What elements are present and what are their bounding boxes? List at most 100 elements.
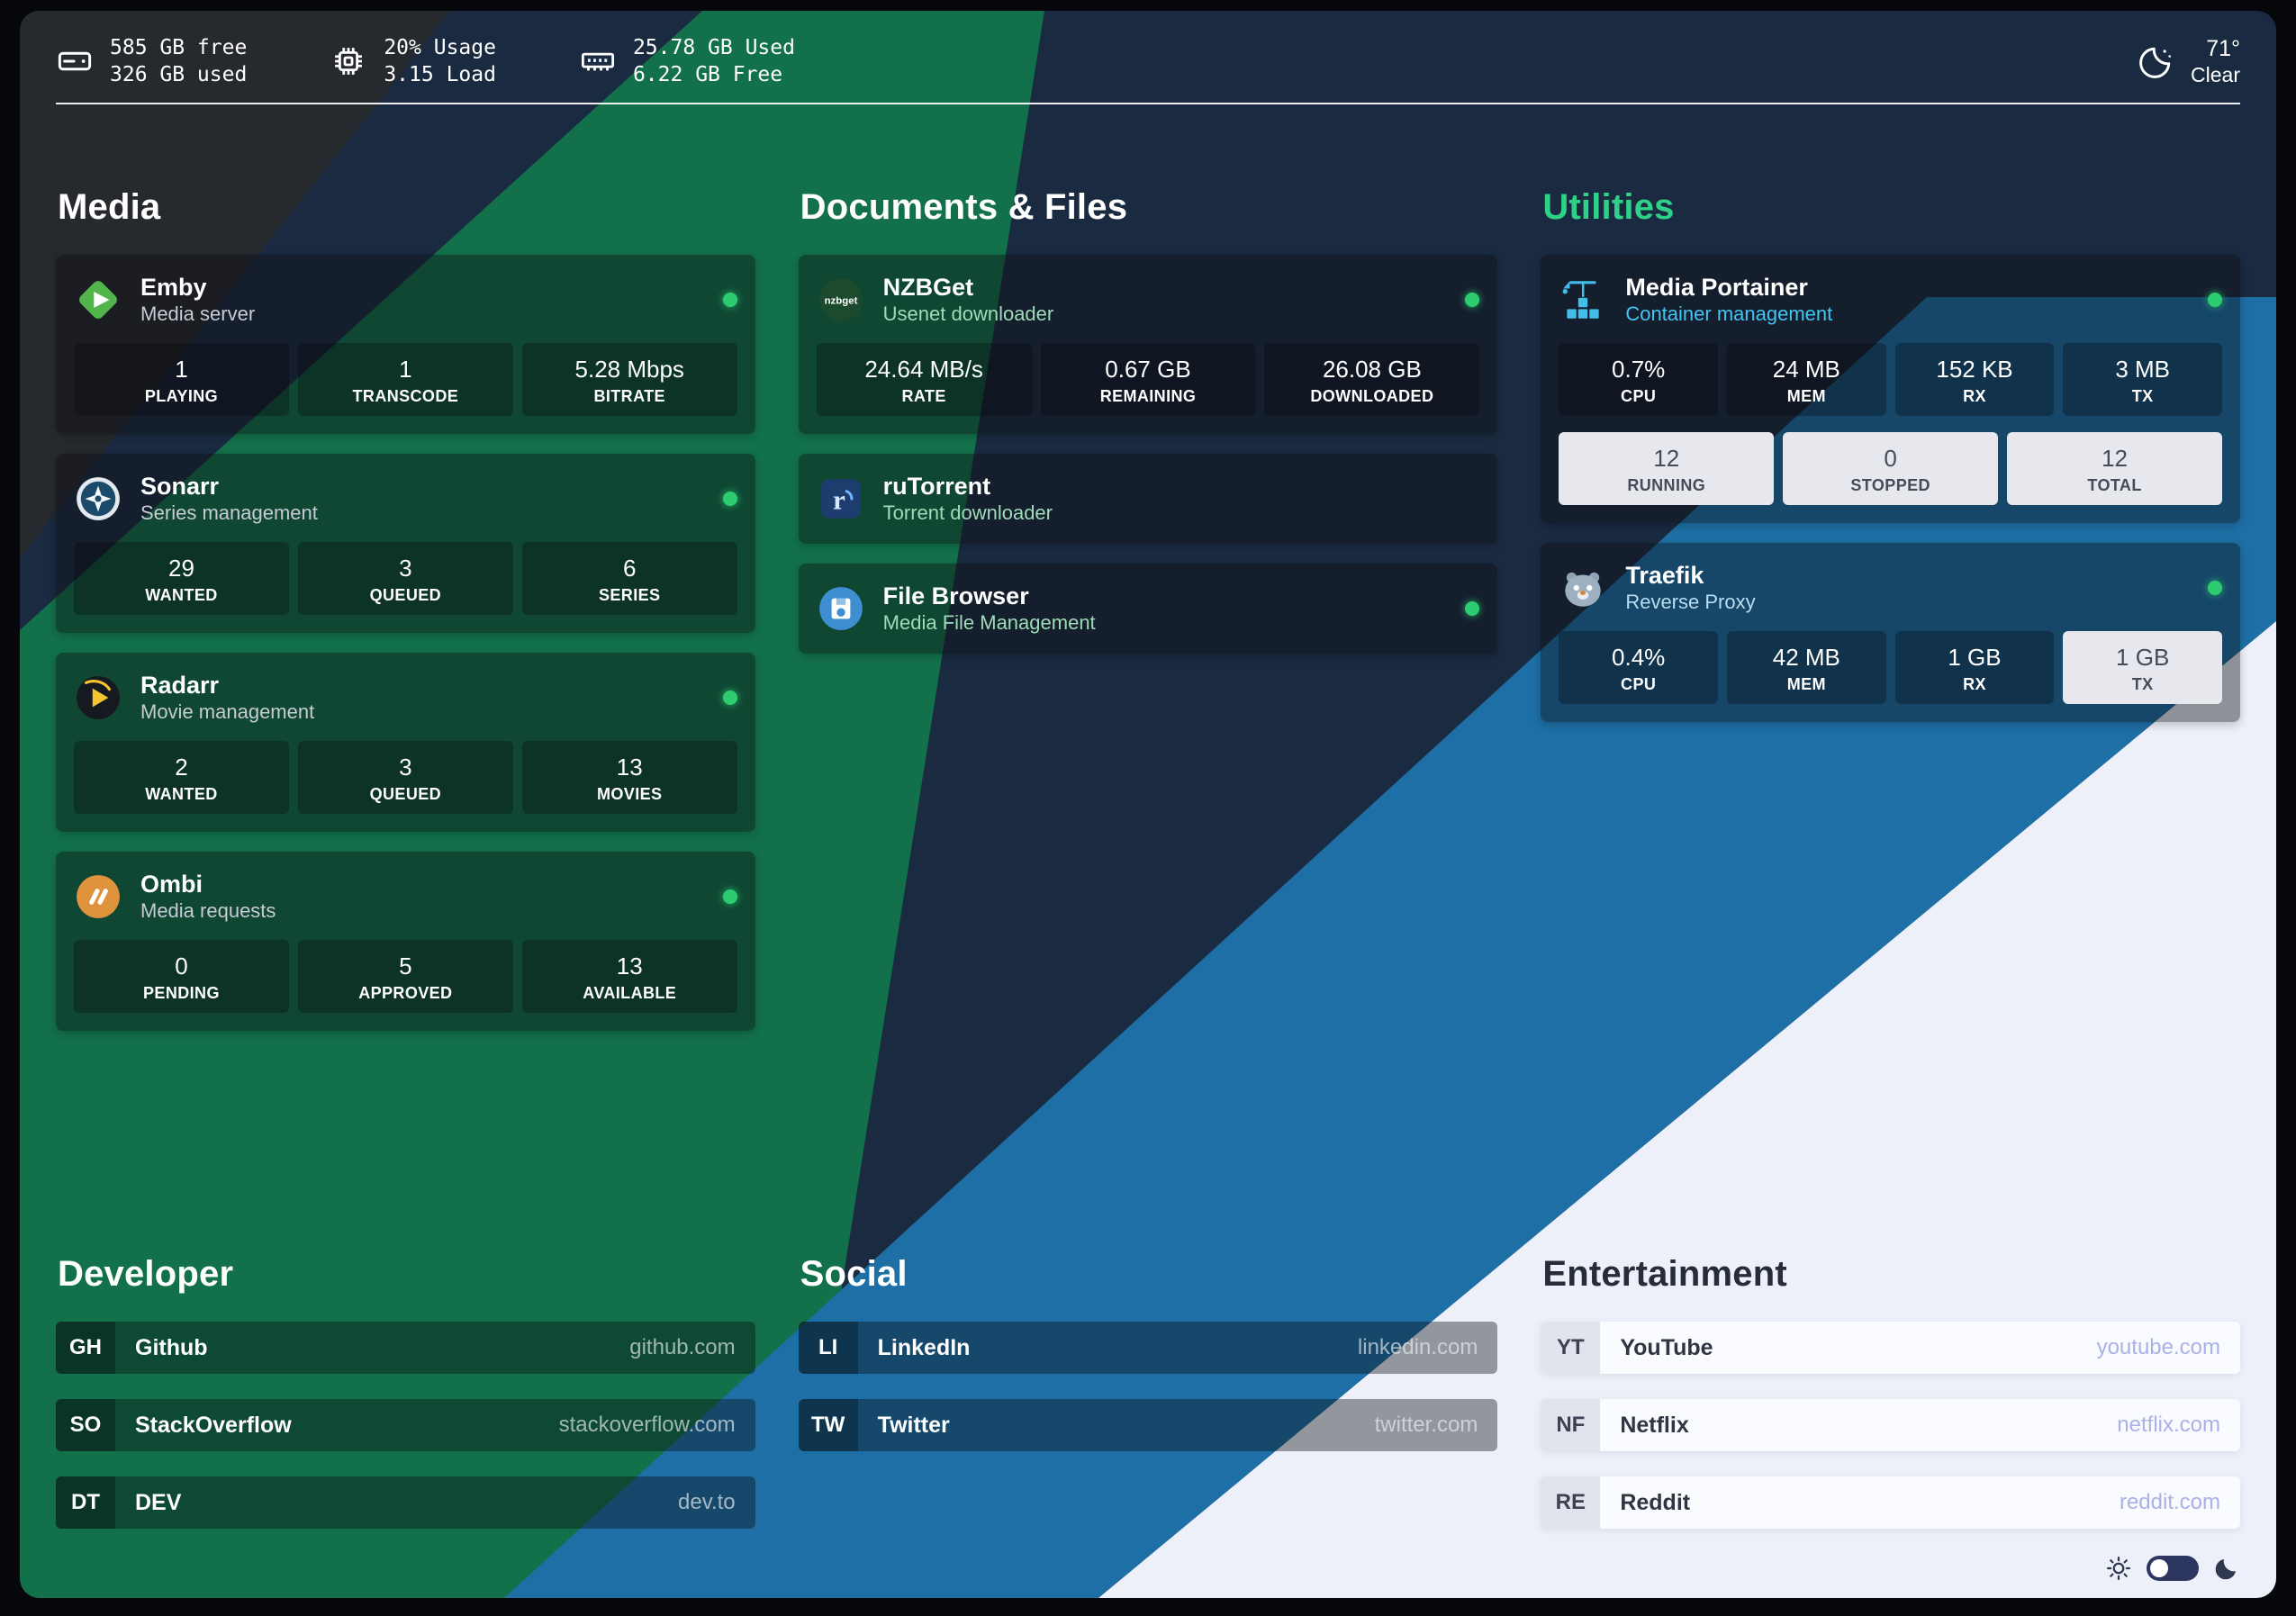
stat-value: 24 MB	[1772, 356, 1840, 383]
app-title: Ombi	[140, 871, 203, 898]
status-dot	[2208, 293, 2222, 307]
bookmark-abbr: NF	[1541, 1399, 1601, 1451]
bookmark-stackoverflow[interactable]: SO StackOverflow stackoverflow.com	[56, 1399, 755, 1451]
app-card-ombi[interactable]: Ombi Media requests 0 PENDING 5 APPROVED 13 AVA…	[56, 852, 755, 1031]
app-card-emby[interactable]: Emby Media server 1 PLAYING 1 TRANSCODE 5.28 M…	[56, 255, 755, 434]
emby-icon	[74, 275, 122, 324]
card-header: Sonarr Series management	[74, 472, 737, 526]
stat-value: 42 MB	[1772, 644, 1840, 671]
app-card-traefik[interactable]: Traefik Reverse Proxy 0.4% CPU 42 MB MEM 1 GB R…	[1541, 543, 2240, 722]
app-card-nzbget[interactable]: nzbget NZBGet Usenet downloader 24.64 MB/s R…	[798, 255, 1498, 434]
app-title: Sonarr	[140, 473, 220, 500]
bookmark-name: Reddit	[1620, 1489, 1691, 1515]
card-header: Ombi Media requests	[74, 870, 737, 924]
app-text: Sonarr Series management	[140, 472, 318, 526]
bookmark-abbr: TW	[798, 1399, 858, 1451]
stat-tile: 12 TOTAL	[2007, 432, 2222, 505]
bookmark-url: netflix.com	[2117, 1413, 2220, 1437]
bookmark-dev[interactable]: DT DEV dev.to	[56, 1476, 755, 1529]
stat-label: AVAILABLE	[583, 984, 677, 1002]
stat-tile: 0.7% CPU	[1559, 343, 1718, 416]
bookmark-url: dev.to	[678, 1490, 736, 1514]
card-list-utilities: Media Portainer Container management 0.7% C…	[1541, 255, 2240, 722]
stat-value: 5	[399, 952, 412, 980]
status-dot	[722, 293, 737, 307]
stat-label: MEM	[1786, 387, 1826, 405]
bookmark-url: reddit.com	[2119, 1490, 2220, 1514]
bookmark-name: DEV	[135, 1489, 182, 1515]
apps-row: Media Emby Media server 1 PLAYING 1 TRANSCODE 5…	[56, 187, 2240, 1254]
app-subtitle: Series management	[140, 501, 318, 524]
stat-label: RX	[1963, 675, 1986, 693]
bookmark-netflix[interactable]: NF Netflix netflix.com	[1541, 1399, 2240, 1451]
bookmark-list-developer: GH Github github.com SO StackOverflow stackov…	[56, 1322, 755, 1529]
stat-label: WANTED	[145, 785, 218, 803]
bookmark-name: StackOverflow	[135, 1412, 292, 1438]
bookmark-name: YouTube	[1620, 1334, 1713, 1360]
app-card-media-portainer[interactable]: Media Portainer Container management 0.7% C…	[1541, 255, 2240, 523]
app-card-sonarr[interactable]: Sonarr Series management 29 WANTED 3 QUEUED 6 S…	[56, 454, 755, 633]
weather-text: 71° Clear	[2191, 35, 2240, 87]
stat-value: 1	[399, 356, 412, 383]
stat-label: QUEUED	[369, 586, 442, 604]
stat-line: 20% Usage	[384, 36, 496, 59]
bookmark-twitter[interactable]: TW Twitter twitter.com	[798, 1399, 1498, 1451]
bookmark-name: Github	[135, 1334, 208, 1360]
toggle-knob	[2150, 1559, 2168, 1577]
section-developer: Developer GH Github github.com SO StackOverfl…	[56, 1254, 755, 1529]
stat-value: 3	[399, 754, 412, 781]
stat-value: 12	[1653, 445, 1680, 472]
divider	[56, 103, 2240, 104]
status-dot	[2208, 581, 2222, 595]
stat-tile: 13 AVAILABLE	[521, 940, 737, 1013]
app-title: Emby	[140, 274, 207, 301]
bookmark-youtube[interactable]: YT YouTube youtube.com	[1541, 1322, 2240, 1374]
memory-stat: 25.78 GB Used 6.22 GB Free	[579, 34, 795, 88]
stat-row: 2 WANTED 3 QUEUED 13 MOVIES	[74, 741, 737, 814]
app-subtitle: Media File Management	[882, 611, 1096, 634]
stat-tile: 3 QUEUED	[297, 542, 513, 615]
stat-label: RATE	[901, 387, 946, 405]
disk-stat: 585 GB free 326 GB used	[56, 34, 247, 88]
theme-toggle-switch[interactable]	[2147, 1556, 2199, 1581]
stat-row: 1 PLAYING 1 TRANSCODE 5.28 Mbps BITRATE	[74, 343, 737, 416]
stat-label: RX	[1963, 387, 1986, 405]
stat-tile: 1 GB TX	[2063, 631, 2223, 704]
app-title: Media Portainer	[1625, 274, 1808, 301]
stat-tile: 12 RUNNING	[1559, 432, 1775, 505]
system-bar: 585 GB free 326 GB used 20% Usage 3.15 Load…	[20, 11, 2276, 88]
bookmark-github[interactable]: GH Github github.com	[56, 1322, 755, 1374]
stat-value: 0.4%	[1612, 644, 1666, 671]
stat-tile: 0.67 GB REMAINING	[1040, 343, 1256, 416]
bookmark-linkedin[interactable]: LI LinkedIn linkedin.com	[798, 1322, 1498, 1374]
stat-tile: 1 PLAYING	[74, 343, 289, 416]
stat-value: 0	[175, 952, 188, 980]
weather-temperature: 71°	[2206, 36, 2240, 61]
app-card-rutorrent[interactable]: r ruTorrent Torrent downloader	[798, 454, 1498, 544]
status-dot	[722, 691, 737, 705]
stat-label: PLAYING	[144, 387, 219, 405]
bookmark-list-social: LI LinkedIn linkedin.com TW Twitter twitter.c…	[798, 1322, 1498, 1451]
stat-label: QUEUED	[369, 785, 442, 803]
app-text: File Browser Media File Management	[883, 582, 1096, 636]
app-title: Traefik	[1625, 562, 1704, 589]
app-text: ruTorrent Torrent downloader	[883, 472, 1053, 526]
section-media: Media Emby Media server 1 PLAYING 1 TRANSCODE 5…	[56, 187, 755, 1031]
app-title: NZBGet	[882, 274, 974, 301]
bookmark-abbr: LI	[798, 1322, 858, 1374]
radarr-icon	[74, 673, 122, 722]
bookmark-reddit[interactable]: RE Reddit reddit.com	[1541, 1476, 2240, 1529]
memory-icon	[579, 42, 617, 80]
bookmark-name: Netflix	[1620, 1412, 1689, 1438]
app-card-radarr[interactable]: Radarr Movie management 2 WANTED 3 QUEUED 13 MO…	[56, 653, 755, 832]
stat-line: 25.78 GB Used	[632, 36, 795, 59]
bookmark-url: stackoverflow.com	[558, 1413, 736, 1437]
card-header: r ruTorrent Torrent downloader	[817, 472, 1480, 526]
stat-tile: 3 QUEUED	[297, 741, 513, 814]
stat-tile: 2 WANTED	[74, 741, 289, 814]
disk-stat-text: 585 GB free 326 GB used	[110, 34, 247, 88]
section-title-entertainment: Entertainment	[1542, 1254, 1787, 1294]
bookmark-abbr: GH	[56, 1322, 115, 1374]
app-card-file-browser[interactable]: File Browser Media File Management	[798, 564, 1498, 654]
section-title-media: Media	[58, 187, 161, 227]
